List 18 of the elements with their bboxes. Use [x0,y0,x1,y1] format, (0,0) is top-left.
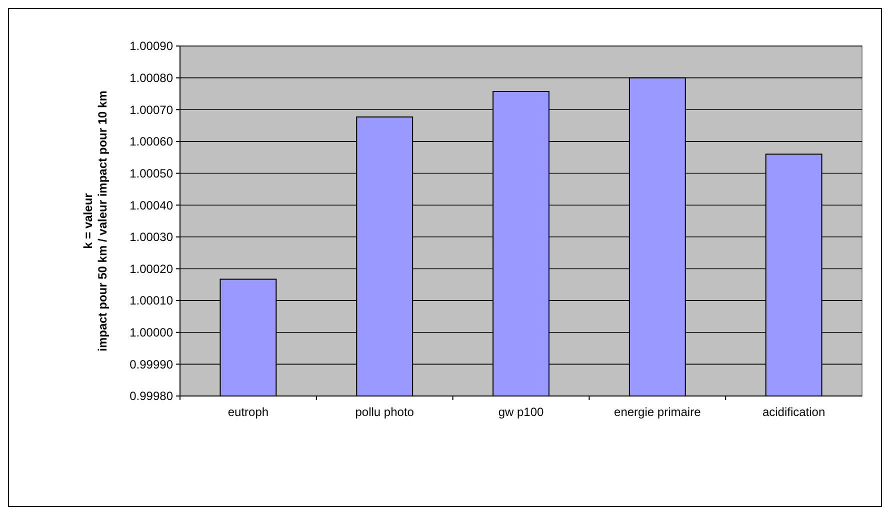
x-tick-label: gw p100 [498,405,544,419]
y-tick-label: 1.00060 [130,134,174,149]
x-tick-label: energie primaire [614,405,702,419]
y-tick-label: 1.00090 [130,39,174,54]
y-tick-label: 0.99980 [130,389,174,404]
y-tick-label: 1.00010 [130,294,174,308]
y-tick-label: 1.00080 [130,71,174,86]
y-tick-label: 1.00050 [130,166,174,180]
x-tick-label: pollu photo [355,405,414,419]
y-axis-title: k = valeur impact pour 50 km / valeur impact pour 10 km [81,90,110,352]
y-tick-label: 1.00040 [130,198,174,212]
y-tick-label: 1.00020 [130,262,174,276]
y-tick-label: 1.00000 [130,326,174,340]
x-tick-label: eutroph [228,405,269,419]
x-tick-label: acidification [762,405,826,419]
y-tick-label: 1.00030 [130,230,174,244]
y-tick-label: 0.99990 [130,357,174,372]
y-tick-label: 1.00070 [130,102,174,117]
